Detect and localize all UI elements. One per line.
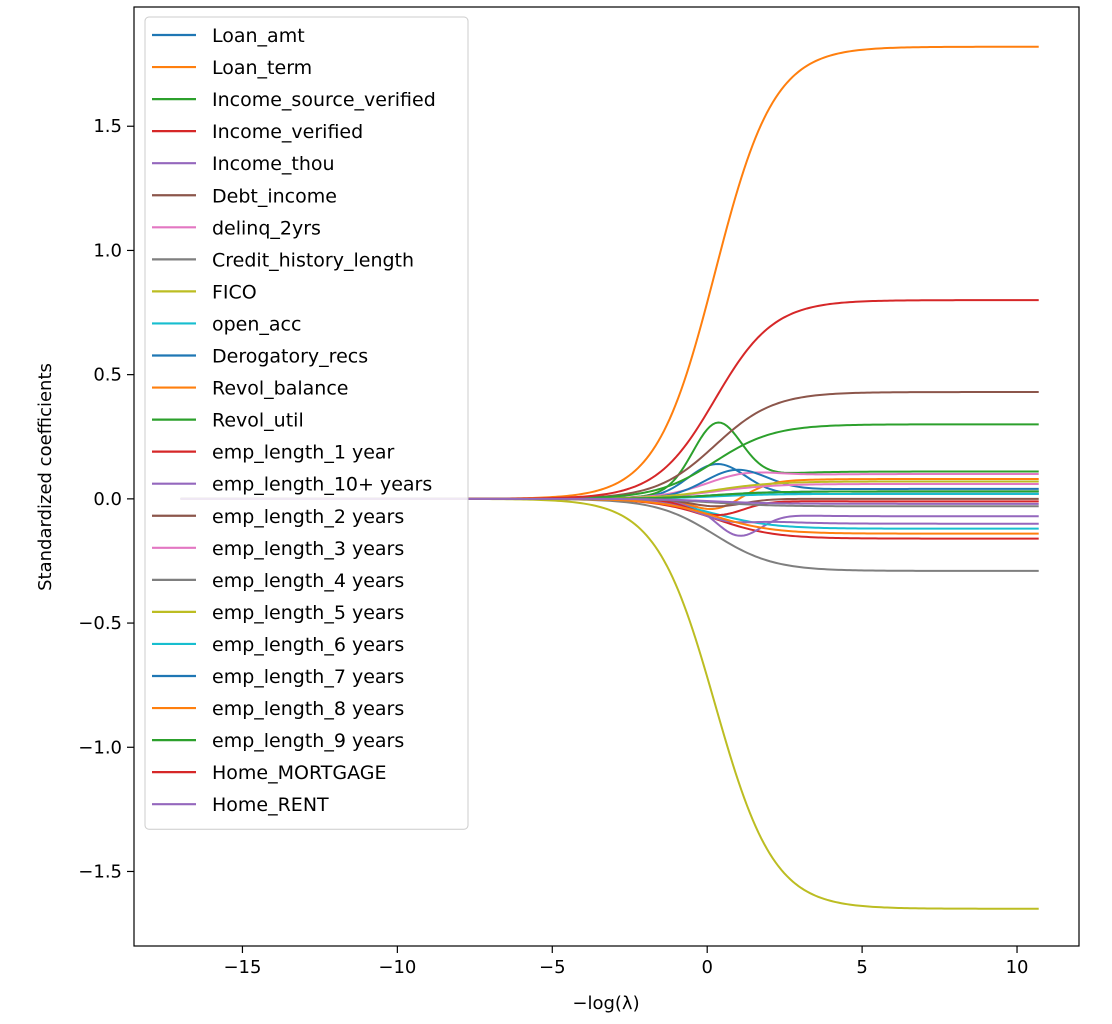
legend-label: delinq_2yrs — [212, 217, 321, 239]
legend-label: Home_RENT — [212, 794, 329, 816]
legend-label: emp_length_2 years — [212, 506, 404, 528]
legend-label: emp_length_4 years — [212, 570, 404, 592]
legend-label: Revol_util — [212, 410, 304, 432]
legend-label: Loan_amt — [212, 25, 305, 47]
legend-label: emp_length_3 years — [212, 538, 404, 560]
legend-label: Home_MORTGAGE — [212, 762, 387, 784]
legend-label: open_acc — [212, 313, 301, 335]
legend-label: Credit_history_length — [212, 249, 414, 271]
legend-label: Income_source_verified — [212, 89, 436, 111]
legend-label: FICO — [212, 281, 257, 303]
legend-label: Income_thou — [212, 153, 335, 175]
axis-ticks: −15 −10 −5 0 5 10 −1.5 −1.0 −0.5 0.0 0.5 1.0 1.5 — [78, 116, 1028, 978]
y-tick-label: −1.5 — [78, 861, 122, 882]
plot-frame — [133, 6, 1080, 947]
y-tick-label: 1.0 — [93, 240, 122, 261]
x-tick-label: −10 — [378, 957, 416, 978]
x-tick-label: −5 — [539, 957, 566, 978]
legend-label: emp_length_8 years — [212, 698, 404, 720]
y-tick-label: −0.5 — [78, 613, 122, 634]
legend-label: Loan_term — [212, 57, 312, 79]
legend-label: emp_length_10+ years — [212, 474, 432, 496]
legend-label: Derogatory_recs — [212, 346, 368, 368]
y-tick-label: 1.5 — [93, 116, 122, 137]
x-tick-label: 5 — [856, 957, 867, 978]
y-tick-label: 0.0 — [93, 489, 122, 510]
legend-label: Income_verified — [212, 121, 363, 143]
legend-label: emp_length_7 years — [212, 666, 404, 688]
x-tick-label: 10 — [1006, 957, 1029, 978]
legend-label: emp_length_6 years — [212, 634, 404, 656]
legend-label: emp_length_9 years — [212, 730, 404, 752]
legend-label: emp_length_5 years — [212, 602, 404, 624]
x-tick-label: 0 — [701, 957, 712, 978]
y-tick-label: 0.5 — [93, 365, 122, 386]
legend-label: Revol_balance — [212, 378, 349, 400]
y-axis-label: Standardized coefficients — [35, 363, 56, 591]
y-tick-label: −1.0 — [78, 737, 122, 758]
x-axis-label: −log(λ) — [572, 993, 639, 1014]
legend-label: Debt_income — [212, 185, 337, 207]
legend: Loan_amt Loan_term Income_source_verified I… — [144, 16, 469, 830]
legend-box — [144, 16, 469, 830]
x-tick-label: −15 — [223, 957, 261, 978]
legend-label: emp_length_1 year — [212, 442, 395, 464]
